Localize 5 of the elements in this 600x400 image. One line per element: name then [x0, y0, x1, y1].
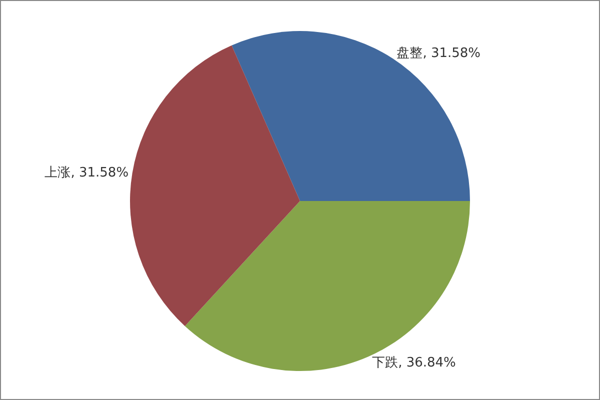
slice-label: 上涨, 31.58%: [44, 165, 129, 180]
slice-label: 盘整, 31.58%: [396, 46, 481, 61]
slice-label: 下跌, 36.84%: [372, 355, 456, 370]
pie-slice: [130, 45, 300, 326]
pie-slice: [184, 200, 470, 371]
